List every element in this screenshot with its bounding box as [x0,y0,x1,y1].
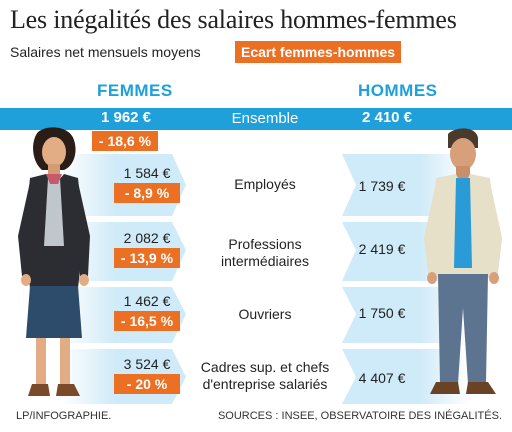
overall-women-salary: 1 962 € [100,109,152,126]
ouvriers-label: Ouvriers [238,306,292,322]
employes-women-salary: 1 584 € [123,165,171,181]
column-header-men: HOMMES [358,81,438,100]
man-illustration [424,128,502,394]
employes-gap: - 8,9 % [114,183,180,203]
chart-subtitle: Salaires net mensuels moyens [10,44,201,60]
ouvriers-men-salary: 1 750 € [358,305,406,321]
cadres-women-salary: 3 524 € [123,356,171,372]
cadres-men-salary: 4 407 € [358,370,406,386]
cadres-gap: - 20 % [114,374,180,394]
ouvriers-gap: - 16,5 % [114,311,180,331]
employes-men-salary: 1 739 € [358,178,406,194]
overall-band [0,108,512,130]
professions-women-salary: 2 082 € [123,230,171,246]
professions-gap: - 13,9 % [114,248,180,268]
cadres-label: Cadres sup. et chefs d'entreprise salari… [190,359,340,393]
overall-men-salary: 2 410 € [361,109,413,126]
overall-label: Ensemble [231,110,299,127]
woman-illustration [18,127,90,396]
footer-sources: SOURCES : INSEE, OBSERVATOIRE DES INÉGAL… [217,410,502,422]
professions-label-line1: Professions [228,236,302,252]
column-header-women: FEMMES [97,81,173,100]
overall-gap: - 18,6 % [92,131,158,151]
ouvriers-women-salary: 1 462 € [123,293,171,309]
professions-label-line2: intermédiaires [221,253,309,269]
professions-men-salary: 2 419 € [358,241,406,257]
employes-label: Employés [234,176,296,192]
cadres-label-line2: d'entreprise salariés [202,376,328,392]
professions-label: Professions intermédiaires [190,236,340,270]
gap-legend-badge: Ecart femmes-hommes [235,41,402,63]
chart-title: Les inégalités des salaires hommes-femme… [10,5,457,34]
cadres-label-line1: Cadres sup. et chefs [200,359,330,375]
footer-credit: LP/INFOGRAPHIE. [16,410,112,422]
